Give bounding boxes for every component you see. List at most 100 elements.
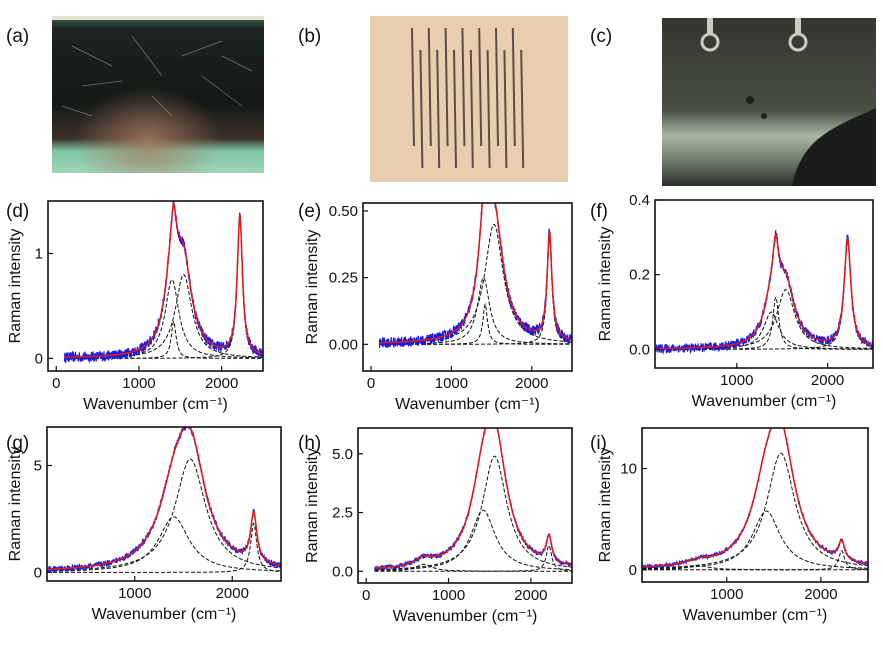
plot-frame <box>641 427 869 583</box>
electrode-finger <box>419 49 424 169</box>
x-tick-label: 2000 <box>216 585 249 602</box>
electrode-finger <box>453 49 457 169</box>
y-tick-label: 0.2 <box>629 267 650 284</box>
sample-photo-b <box>370 16 568 182</box>
panel-label: (h) <box>298 433 321 454</box>
x-tick-label: 1000 <box>118 585 151 602</box>
fit-component-curve <box>64 219 263 359</box>
fit-component-curve <box>374 509 572 571</box>
x-tick-label: 1000 <box>710 586 743 603</box>
fit-component-curve <box>642 550 868 571</box>
fit-component-curve <box>47 522 281 573</box>
y-axis-label: Raman intensity <box>7 447 24 562</box>
x-tick-label: 2000 <box>811 372 844 389</box>
y-tick-label: 0 <box>629 562 637 579</box>
x-tick-label: 1000 <box>432 587 465 604</box>
fit-total-line <box>47 427 281 571</box>
fit-component-curve <box>655 240 873 350</box>
raman-plot-6: (i) 1000 2000 0 10 Wavenumber (cm⁻¹) Raman int… <box>590 427 869 624</box>
x-tick-label: 2000 <box>205 375 238 392</box>
panel-label: (f) <box>590 201 608 222</box>
y-tick-label: 0.0 <box>629 341 650 358</box>
raman-plot-4: (g) 1000 2000 0 5 Wavenumber (cm⁻¹) Raman inte… <box>6 426 282 623</box>
fit-component-curve <box>47 516 281 572</box>
panel-label: (e) <box>298 201 321 222</box>
x-axis-label: Wavenumber (cm⁻¹) <box>692 393 837 410</box>
y-tick-label: 0.4 <box>629 192 650 209</box>
fit-component-curve <box>642 565 868 571</box>
electrode-finger <box>427 27 432 147</box>
panel-label: (d) <box>6 201 29 222</box>
x-axis-label: Wavenumber (cm⁻¹) <box>393 608 538 625</box>
fit-component-curve <box>642 510 868 570</box>
x-tick-label: 1000 <box>435 375 468 392</box>
x-tick-label: 2000 <box>514 587 547 604</box>
raman-plot-3: (f) 1000 2000 0.0 0.2 0.4 Wavenumber (cm⁻¹) Ram… <box>590 192 874 410</box>
fit-component-curve <box>47 458 281 572</box>
raman-plot-1: (d) 0 1000 2000 0 1 Wavenumber (cm⁻¹) Raman int… <box>6 200 264 413</box>
y-tick-label: 0.00 <box>329 336 358 353</box>
x-axis-label: Wavenumber (cm⁻¹) <box>395 396 540 413</box>
electrode-finger <box>469 49 474 169</box>
fit-total-line <box>379 203 572 344</box>
y-tick-label: 0.25 <box>329 270 358 287</box>
y-tick-label: 5.0 <box>332 446 353 463</box>
fit-component-curve <box>374 544 572 572</box>
y-axis-label: Raman intensity <box>7 229 24 344</box>
fit-component-curve <box>374 455 572 570</box>
y-tick-label: 0.0 <box>332 563 353 580</box>
y-axis-label: Raman intensity <box>304 448 321 563</box>
fit-total-line <box>642 428 868 568</box>
fit-component-curve <box>379 236 572 345</box>
electrode-finger <box>461 27 466 147</box>
sample-photo-a <box>52 16 264 173</box>
plot-frame <box>362 202 573 372</box>
electrode-finger <box>436 49 441 169</box>
raman-plot-2: (e) 0 1000 2000 0.00 0.25 0.50 Wavenumber (cm⁻¹… <box>298 201 573 413</box>
electrode-finger <box>503 49 508 169</box>
electrode-finger <box>495 27 499 147</box>
raman-plot-5: (h) 0 1000 2000 0.0 2.5 5.0 Wavenumber (cm⁻¹) Ra… <box>298 427 573 625</box>
plot-frame <box>357 427 573 584</box>
electrode-finger <box>411 27 415 147</box>
x-axis-label: Wavenumber (cm⁻¹) <box>92 606 237 623</box>
y-tick-label: 0 <box>34 564 42 581</box>
fit-component-curve <box>64 279 263 359</box>
fit-component-curve <box>64 273 263 359</box>
panel-label: (i) <box>590 433 607 454</box>
plot-frame <box>46 426 282 582</box>
x-axis-label: Wavenumber (cm⁻¹) <box>683 607 828 624</box>
panel-label-a: (a) <box>6 26 30 47</box>
y-tick-label: 0.50 <box>329 203 358 220</box>
x-tick-label: 0 <box>362 587 370 604</box>
electrode-finger <box>486 49 491 169</box>
y-axis-label: Raman intensity <box>597 227 614 342</box>
y-axis-label: Raman intensity <box>597 448 614 563</box>
x-tick-label: 1000 <box>720 372 753 389</box>
y-tick-label: 0 <box>35 350 43 367</box>
y-axis-label: Raman intensity <box>304 230 321 345</box>
measured-spectrum-line <box>655 229 873 355</box>
y-tick-label: 2.5 <box>332 505 353 522</box>
sample-photo-c <box>662 18 876 186</box>
x-tick-label: 0 <box>52 375 60 392</box>
fit-total-line <box>374 428 572 569</box>
electrode-finger <box>444 27 449 147</box>
x-axis-label: Wavenumber (cm⁻¹) <box>83 396 228 413</box>
panel-label: (g) <box>6 433 29 454</box>
y-tick-label: 5 <box>34 458 42 475</box>
x-tick-label: 2000 <box>515 375 548 392</box>
panel-label-c: (c) <box>590 26 613 47</box>
x-tick-label: 0 <box>367 375 375 392</box>
x-tick-label: 2000 <box>804 586 837 603</box>
plot-frame <box>654 199 874 369</box>
electrode-finger <box>511 27 516 147</box>
panel-label-b: (b) <box>298 26 322 47</box>
electrode-finger <box>478 27 483 147</box>
y-tick-label: 1 <box>35 245 43 262</box>
electrode-finger <box>520 49 525 169</box>
fit-total-line <box>655 233 873 350</box>
measured-spectrum-line <box>63 201 263 364</box>
fit-total-line <box>64 202 263 359</box>
